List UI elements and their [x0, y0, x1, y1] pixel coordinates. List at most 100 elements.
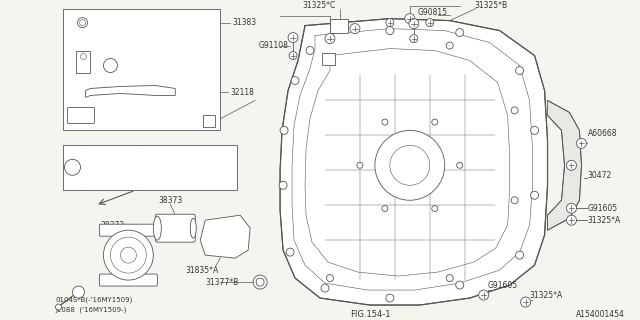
FancyBboxPatch shape — [99, 224, 157, 236]
Circle shape — [350, 24, 360, 34]
FancyBboxPatch shape — [330, 19, 348, 33]
Circle shape — [65, 159, 81, 175]
Circle shape — [386, 19, 394, 27]
Polygon shape — [200, 215, 250, 258]
Circle shape — [375, 130, 445, 200]
Ellipse shape — [154, 216, 161, 240]
Text: 38372: 38372 — [100, 221, 125, 230]
Circle shape — [357, 162, 363, 168]
Circle shape — [81, 53, 86, 60]
Circle shape — [289, 52, 297, 60]
Circle shape — [410, 35, 418, 43]
Polygon shape — [280, 19, 548, 305]
Circle shape — [516, 67, 524, 75]
Circle shape — [457, 162, 463, 168]
Circle shape — [79, 20, 86, 26]
FancyBboxPatch shape — [204, 116, 215, 127]
Circle shape — [306, 46, 314, 54]
Circle shape — [104, 59, 117, 73]
Circle shape — [456, 28, 464, 36]
Circle shape — [531, 191, 538, 199]
Circle shape — [566, 203, 577, 213]
Text: 0104S*A: 0104S*A — [84, 153, 115, 159]
Polygon shape — [548, 100, 582, 230]
Circle shape — [432, 119, 438, 125]
Circle shape — [511, 107, 518, 114]
Circle shape — [321, 284, 329, 292]
Text: 32118: 32118 — [230, 88, 254, 97]
Text: A154001454: A154001454 — [575, 309, 625, 318]
Text: ('16MY1509-): ('16MY1509-) — [145, 175, 191, 181]
Circle shape — [286, 248, 294, 256]
Circle shape — [56, 304, 61, 310]
Text: A: A — [206, 117, 212, 126]
Circle shape — [325, 34, 335, 44]
Polygon shape — [86, 85, 175, 98]
Text: FRONT: FRONT — [102, 179, 129, 188]
FancyBboxPatch shape — [77, 51, 90, 73]
Circle shape — [516, 251, 524, 259]
Circle shape — [409, 19, 419, 28]
Text: 31325*C: 31325*C — [302, 1, 335, 10]
Circle shape — [405, 14, 415, 24]
Circle shape — [577, 138, 586, 148]
Text: G90815: G90815 — [418, 8, 448, 17]
FancyBboxPatch shape — [322, 52, 335, 65]
FancyBboxPatch shape — [63, 145, 237, 190]
Circle shape — [520, 297, 531, 307]
FancyBboxPatch shape — [99, 274, 157, 286]
Text: J2088  ('16MY1509-): J2088 ('16MY1509-) — [56, 307, 127, 313]
Text: 31835*A: 31835*A — [185, 266, 218, 275]
Circle shape — [382, 205, 388, 212]
Text: G91605: G91605 — [588, 204, 618, 213]
Text: A60668: A60668 — [588, 129, 617, 138]
Text: G91605: G91605 — [488, 281, 518, 290]
Text: FIG.154-1: FIG.154-1 — [349, 309, 390, 318]
Circle shape — [253, 275, 267, 289]
Ellipse shape — [190, 218, 196, 238]
Circle shape — [456, 281, 464, 289]
Circle shape — [291, 76, 299, 84]
Text: 1: 1 — [108, 62, 113, 68]
Text: A: A — [324, 54, 332, 63]
Circle shape — [432, 205, 438, 212]
Circle shape — [280, 126, 288, 134]
Circle shape — [446, 42, 453, 49]
Circle shape — [326, 57, 333, 64]
Text: 30472: 30472 — [588, 171, 612, 180]
Text: 31377*B: 31377*B — [205, 277, 239, 287]
Text: 38373: 38373 — [158, 196, 182, 205]
Circle shape — [120, 247, 136, 263]
Circle shape — [386, 294, 394, 302]
Circle shape — [72, 286, 84, 298]
Circle shape — [479, 290, 489, 300]
Text: 31383: 31383 — [232, 18, 256, 27]
FancyBboxPatch shape — [156, 214, 195, 242]
FancyBboxPatch shape — [67, 108, 95, 124]
Text: 1: 1 — [70, 164, 75, 170]
Circle shape — [326, 275, 333, 282]
Circle shape — [111, 237, 147, 273]
Circle shape — [288, 33, 298, 43]
Circle shape — [386, 27, 394, 35]
Circle shape — [426, 19, 434, 27]
Text: 31325*B: 31325*B — [475, 1, 508, 10]
Circle shape — [390, 145, 430, 185]
Circle shape — [511, 197, 518, 204]
Text: 31325*A: 31325*A — [588, 216, 621, 225]
Text: 0104S*B(-'16MY1509): 0104S*B(-'16MY1509) — [56, 297, 133, 303]
Circle shape — [77, 18, 88, 28]
Circle shape — [446, 275, 453, 282]
Text: G91108: G91108 — [258, 41, 288, 50]
Text: J20601: J20601 — [84, 175, 109, 181]
Text: 31325*A: 31325*A — [529, 291, 563, 300]
Circle shape — [256, 278, 264, 286]
Text: (-'16MY1509>: (-'16MY1509> — [145, 153, 195, 160]
Circle shape — [382, 119, 388, 125]
Circle shape — [566, 160, 577, 170]
Circle shape — [104, 230, 154, 280]
FancyBboxPatch shape — [63, 9, 220, 130]
Circle shape — [279, 181, 287, 189]
Circle shape — [531, 126, 538, 134]
Circle shape — [566, 215, 577, 225]
